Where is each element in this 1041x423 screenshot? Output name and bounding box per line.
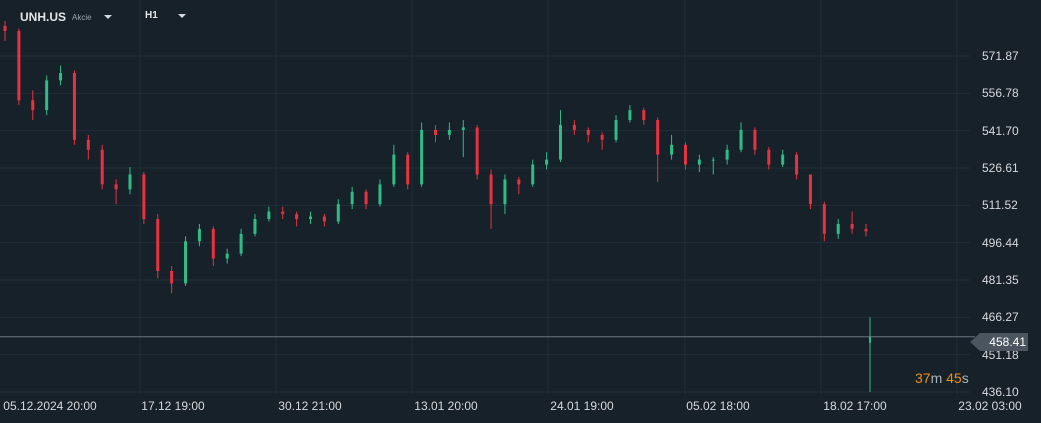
candle-up — [253, 219, 257, 234]
y-tick-label: 541.70 — [982, 123, 1019, 138]
y-tick-label: 481.35 — [982, 273, 1019, 288]
candle-up — [545, 159, 549, 165]
candle-down — [753, 129, 757, 150]
candle-down — [572, 124, 576, 130]
x-tick-label: 30.12 21:00 — [278, 399, 342, 413]
y-tick-label: 571.87 — [982, 49, 1019, 63]
x-tick-label: 17.12 19:00 — [141, 399, 205, 413]
x-tick-label: 05.02 18:00 — [686, 399, 750, 413]
candle-up — [697, 159, 701, 165]
candle-down — [850, 223, 854, 229]
candle-down — [3, 25, 7, 31]
candle-up — [267, 211, 271, 220]
candle-up — [725, 149, 729, 160]
candle-up — [420, 129, 424, 185]
candle-up — [336, 204, 340, 222]
candle-down — [475, 127, 479, 175]
timeframe-selector[interactable]: H1 — [145, 10, 186, 21]
candle-up — [781, 154, 785, 165]
candle-down — [683, 144, 687, 165]
candle-up — [739, 129, 743, 150]
x-tick-label: 23.02 03:00 — [958, 399, 1022, 413]
y-tick-label: 436.10 — [982, 385, 1019, 399]
countdown-seconds: 45 — [946, 370, 962, 386]
candle-down — [295, 214, 299, 220]
candle-down — [656, 120, 660, 155]
candle-up — [558, 124, 562, 160]
candle-down — [31, 100, 35, 111]
candle-down — [114, 184, 118, 190]
x-tick-label: 24.01 19:00 — [550, 399, 614, 413]
candle-up — [225, 253, 229, 259]
candle-up — [45, 80, 49, 111]
y-tick-label: 526.61 — [982, 161, 1019, 175]
candle-up — [350, 191, 354, 205]
candle-down — [822, 204, 826, 234]
y-tick-label: 511.52 — [982, 198, 1018, 213]
current-price-tag: 458.41 — [970, 333, 1028, 351]
candle-down — [434, 129, 437, 135]
candle-up — [628, 110, 632, 121]
y-tick-label: 466.27 — [982, 310, 1019, 325]
countdown-seconds-unit: s — [961, 370, 969, 386]
x-tick-label: 13.01 20:00 — [414, 399, 478, 413]
candle-down — [281, 211, 285, 215]
symbol-selector[interactable]: UNH.US Akcie — [20, 10, 112, 24]
y-tick-label: 556.78 — [982, 86, 1019, 101]
candle-down — [642, 110, 646, 121]
x-tick-label: 18.02 17:00 — [823, 399, 887, 413]
countdown-minutes-unit: m — [930, 370, 943, 386]
candle-down — [17, 30, 21, 101]
candle-down — [86, 139, 90, 150]
candle-countdown: 37m 45s — [915, 370, 969, 386]
candle-down — [156, 219, 160, 271]
candle-down — [489, 174, 493, 205]
chevron-down-icon — [103, 15, 112, 19]
asset-type-label: Akcie — [72, 12, 92, 22]
candle-up — [378, 184, 382, 205]
timeframe-label: H1 — [145, 10, 158, 21]
candle-up — [670, 144, 674, 155]
candle-down — [808, 174, 812, 205]
candle-up — [461, 127, 465, 130]
candle-up — [614, 120, 618, 140]
candle-up — [392, 154, 396, 185]
candle-up — [239, 233, 243, 254]
candle-up — [836, 223, 840, 234]
candle-down — [795, 154, 799, 175]
candle-down — [142, 174, 146, 220]
candle-up — [128, 174, 132, 190]
y-tick-label: 451.18 — [982, 347, 1019, 362]
candle-down — [72, 73, 76, 140]
candle-up — [447, 129, 451, 135]
candle-up — [59, 73, 63, 81]
candle-up — [309, 216, 313, 220]
candle-down — [517, 179, 521, 185]
candle-up — [503, 179, 507, 205]
countdown-minutes: 37 — [915, 370, 931, 386]
candle-down — [864, 228, 868, 232]
candle-down — [586, 129, 590, 135]
current-price-value: 458.41 — [989, 335, 1026, 349]
candle-down — [211, 228, 215, 259]
y-tick-label: 496.44 — [982, 235, 1019, 250]
candle-down — [406, 154, 410, 185]
symbol-label: UNH.US — [20, 10, 67, 24]
candle-up — [869, 336, 871, 343]
candle-up — [711, 159, 715, 161]
candle-up — [197, 228, 201, 242]
chevron-down-icon — [177, 13, 186, 18]
candle-down — [600, 134, 604, 140]
candle-up — [184, 241, 188, 284]
candle-up — [531, 164, 535, 185]
x-tick-label: 05.12.2024 20:00 — [3, 399, 97, 413]
candle-down — [322, 216, 326, 222]
candle-down — [364, 191, 368, 205]
candle-down — [767, 149, 771, 165]
candle-down — [100, 149, 104, 185]
candle-down — [170, 270, 174, 284]
